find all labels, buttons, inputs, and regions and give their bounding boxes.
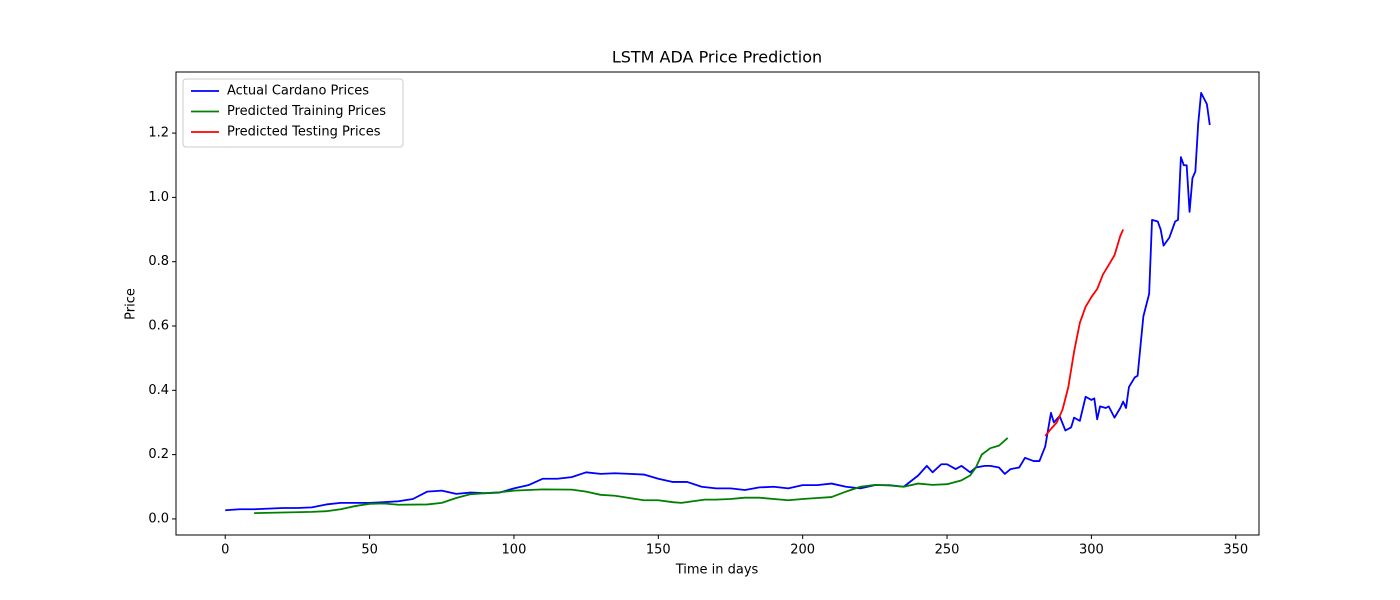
line-series <box>225 92 1211 512</box>
legend-label: Actual Cardano Prices <box>227 84 369 99</box>
chart-title: LSTM ADA Price Prediction <box>612 48 822 67</box>
y-tick-label: 0.4 <box>148 383 169 398</box>
x-tick-label: 300 <box>1079 543 1104 558</box>
x-tick-label: 350 <box>1223 543 1248 558</box>
y-axis-label: Price <box>124 288 139 320</box>
y-tick-label: 0.2 <box>148 447 169 462</box>
legend-label: Predicted Training Prices <box>227 104 386 119</box>
y-tick-label: 1.0 <box>148 190 169 205</box>
line-series <box>254 437 1009 515</box>
x-tick-label: 100 <box>502 543 527 558</box>
x-tick-label: 250 <box>935 543 960 558</box>
x-tick-label: 150 <box>646 543 671 558</box>
line-series <box>1044 229 1124 437</box>
x-axis-label: Time in days <box>675 563 759 578</box>
plot-frame <box>175 71 1260 536</box>
x-tick-label: 0 <box>221 543 229 558</box>
x-tick-label: 50 <box>361 543 378 558</box>
legend-label: Predicted Testing Prices <box>227 125 381 140</box>
y-tick-label: 0.6 <box>148 319 169 334</box>
y-tick-label: 1.2 <box>148 126 169 141</box>
y-tick-label: 0.0 <box>148 511 169 526</box>
legend: Actual Cardano Prices Predicted Training … <box>182 78 404 148</box>
x-tick-label: 200 <box>790 543 815 558</box>
legend-box <box>182 78 404 148</box>
y-tick-label: 0.8 <box>148 254 169 269</box>
